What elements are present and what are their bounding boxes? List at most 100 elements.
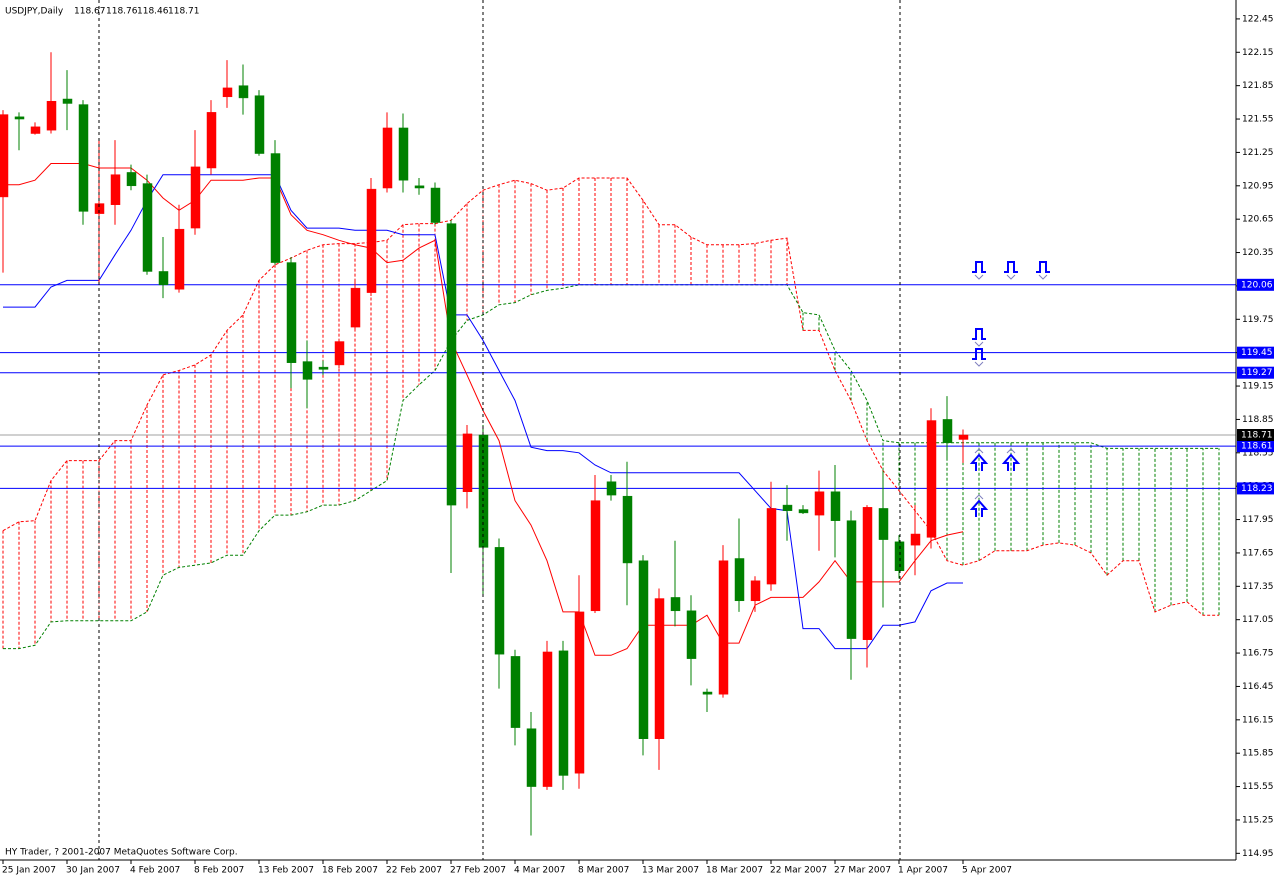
level-label-bg bbox=[1237, 346, 1274, 359]
y-tick-label: 115.85 bbox=[1242, 749, 1274, 759]
y-tick-label: 116.15 bbox=[1242, 715, 1274, 725]
candle-body bbox=[190, 166, 201, 229]
header-open: 118.67 bbox=[74, 7, 106, 17]
level-label-bg bbox=[1237, 366, 1274, 379]
x-tick-label: 8 Mar 2007 bbox=[578, 866, 629, 876]
candle-body bbox=[398, 127, 409, 181]
chart-title: USDJPY,Daily bbox=[5, 7, 64, 17]
x-tick-label: 13 Mar 2007 bbox=[642, 866, 699, 876]
level-label-bg bbox=[1237, 278, 1274, 291]
signal-pointer bbox=[974, 341, 984, 347]
level-label: 118.61 bbox=[1241, 442, 1273, 452]
candle-body bbox=[494, 547, 505, 655]
y-tick-label: 120.95 bbox=[1242, 181, 1274, 191]
x-tick-label: 13 Feb 2007 bbox=[258, 866, 314, 876]
y-tick-label: 117.05 bbox=[1242, 615, 1274, 625]
copyright: HY Trader, ? 2001-2007 MetaQuotes Softwa… bbox=[5, 848, 238, 858]
candle-body bbox=[510, 656, 521, 728]
candle-body bbox=[750, 580, 761, 602]
level-label: 119.27 bbox=[1241, 368, 1273, 378]
candle-body bbox=[62, 98, 73, 104]
level-label: 118.23 bbox=[1241, 484, 1273, 494]
candle-body bbox=[686, 610, 697, 659]
y-tick-label: 118.55 bbox=[1242, 448, 1274, 458]
signal-arrow bbox=[969, 499, 989, 517]
candle-body bbox=[942, 419, 953, 444]
candle-body bbox=[14, 116, 25, 120]
x-tick-label: 5 Apr 2007 bbox=[962, 866, 1012, 876]
y-tick-label: 119.15 bbox=[1242, 382, 1274, 392]
candle-body bbox=[718, 560, 729, 695]
candle-body bbox=[446, 223, 457, 506]
signal-icon bbox=[972, 348, 986, 360]
x-tick-label: 18 Mar 2007 bbox=[706, 866, 763, 876]
level-label: 119.45 bbox=[1241, 348, 1273, 358]
candle-body bbox=[174, 228, 185, 290]
signal-arrow bbox=[1001, 453, 1021, 471]
x-tick-label: 30 Jan 2007 bbox=[66, 866, 120, 876]
signal-pointer bbox=[1006, 274, 1016, 280]
signal-pointer bbox=[1006, 448, 1016, 454]
x-tick-label: 18 Feb 2007 bbox=[322, 866, 378, 876]
candle-body bbox=[782, 504, 793, 511]
level-label-bg bbox=[1237, 440, 1274, 453]
candle-body bbox=[926, 420, 937, 538]
candle-body bbox=[878, 508, 889, 540]
candle-body bbox=[350, 287, 361, 328]
candle-body bbox=[814, 491, 825, 516]
level-label: 120.06 bbox=[1241, 280, 1273, 290]
candle-body bbox=[670, 597, 681, 612]
y-tick-label: 115.55 bbox=[1242, 782, 1274, 792]
y-tick-label: 121.55 bbox=[1242, 115, 1274, 125]
candle-body bbox=[270, 153, 281, 263]
candle-body bbox=[702, 691, 713, 695]
candle-body bbox=[334, 341, 345, 366]
signal-icon bbox=[972, 261, 986, 273]
plot-area bbox=[0, 52, 1236, 836]
candle-body bbox=[382, 127, 393, 189]
y-tick-label: 120.65 bbox=[1242, 215, 1274, 225]
y-tick-label: 119.75 bbox=[1242, 315, 1274, 325]
candle-body bbox=[590, 500, 601, 612]
candle-body bbox=[526, 728, 537, 787]
y-tick-label: 120.35 bbox=[1242, 248, 1274, 258]
candle-body bbox=[654, 598, 665, 739]
bid-label-bg bbox=[1237, 429, 1274, 442]
header-high: 118.76 bbox=[106, 7, 138, 17]
candle-body bbox=[830, 491, 841, 521]
y-tick-label: 117.65 bbox=[1242, 548, 1274, 558]
signal-arrow bbox=[969, 453, 989, 471]
candle-body bbox=[606, 481, 617, 496]
y-tick-label: 117.95 bbox=[1242, 515, 1274, 525]
y-tick-label: 122.45 bbox=[1242, 14, 1274, 24]
x-tick-label: 22 Feb 2007 bbox=[386, 866, 442, 876]
candle-body bbox=[78, 104, 89, 212]
x-tick-label: 27 Feb 2007 bbox=[450, 866, 506, 876]
candle-body bbox=[766, 508, 777, 585]
candle-body bbox=[542, 651, 553, 787]
candle-body bbox=[254, 95, 265, 154]
candle-body bbox=[46, 100, 57, 131]
candle-body bbox=[910, 533, 921, 546]
candle-body bbox=[302, 361, 313, 380]
y-tick-label: 114.95 bbox=[1242, 849, 1274, 859]
candle-body bbox=[574, 611, 585, 774]
candle-body bbox=[0, 114, 9, 198]
candle-body bbox=[622, 495, 633, 564]
candle-body bbox=[558, 650, 569, 776]
y-tick-label: 118.85 bbox=[1242, 415, 1274, 425]
candle-body bbox=[158, 271, 169, 286]
y-tick-label: 122.15 bbox=[1242, 48, 1274, 58]
level-label-bg bbox=[1237, 482, 1274, 495]
candle-body bbox=[366, 188, 377, 293]
candle-body bbox=[462, 433, 473, 492]
signal-pointer bbox=[974, 274, 984, 280]
candle-body bbox=[638, 560, 649, 739]
signal-pointer bbox=[974, 361, 984, 367]
signal-pointer bbox=[974, 494, 984, 500]
candle-body bbox=[958, 434, 969, 440]
candle-body bbox=[206, 112, 217, 169]
candle-body bbox=[798, 509, 809, 514]
